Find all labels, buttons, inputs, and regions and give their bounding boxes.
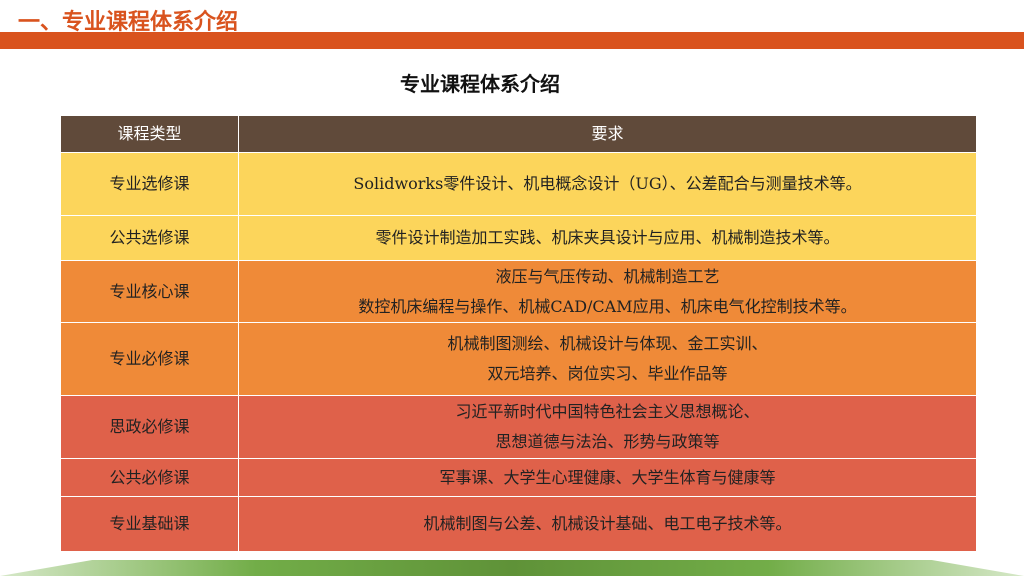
course-type: 公共选修课 bbox=[60, 215, 239, 261]
requirement-line: 机械制图测绘、机械设计与体现、金工实训、 bbox=[447, 334, 768, 353]
section-heading: 一、专业课程体系介绍 bbox=[18, 10, 239, 35]
requirement-line: 数控机床编程与操作、机械CAD/CAM应用、机床电气化控制技术等。 bbox=[358, 296, 857, 316]
table-row: 专业选修课 Solidworks零件设计、机电概念设计（UG）、公差配合与测量技术… bbox=[60, 152, 977, 216]
requirement-line: 机械制图与公差、机械设计基础、电工电子技术等。 bbox=[423, 514, 792, 533]
course-requirements: 习近平新时代中国特色社会主义思想概论、 思想道德与法治、形势与政策等 bbox=[238, 395, 977, 459]
course-requirements: 液压与气压传动、机械制造工艺数控机床编程与操作、机械CAD/CAM应用、机床电气… bbox=[238, 260, 977, 323]
course-type: 专业选修课 bbox=[60, 152, 239, 216]
requirement-line: 零件设计制造加工实践、机床夹具设计与应用、机械制造技术等。 bbox=[375, 228, 840, 247]
course-type: 公共必修课 bbox=[60, 458, 239, 497]
requirement-line: 习近平新时代中国特色社会主义思想概论、 bbox=[455, 402, 760, 421]
course-requirements: 机械制图测绘、机械设计与体现、金工实训、 双元培养、岗位实习、毕业作品等 bbox=[238, 322, 977, 396]
header-bar bbox=[0, 32, 1024, 49]
slide-title: 专业课程体系介绍 bbox=[400, 72, 560, 96]
course-type: 专业基础课 bbox=[60, 496, 239, 552]
course-table: 课程类型 要求 专业选修课 Solidworks零件设计、机电概念设计（UG）、公… bbox=[60, 115, 977, 552]
course-requirements: 机械制图与公差、机械设计基础、电工电子技术等。 bbox=[238, 496, 977, 552]
footer-decoration bbox=[0, 560, 1024, 576]
requirement-line: 军事课、大学生心理健康、大学生体育与健康等 bbox=[439, 467, 776, 487]
course-type: 专业必修课 bbox=[60, 322, 239, 396]
requirement-line: 液压与气压传动、机械制造工艺 bbox=[495, 266, 720, 286]
course-requirements: 零件设计制造加工实践、机床夹具设计与应用、机械制造技术等。 bbox=[238, 215, 977, 261]
table-row: 公共必修课 军事课、大学生心理健康、大学生体育与健康等 bbox=[60, 458, 977, 497]
course-type: 专业核心课 bbox=[60, 260, 239, 323]
table-row: 专业核心课 液压与气压传动、机械制造工艺 数控机床编程与操作、机械CAD/CAM应用… bbox=[60, 260, 977, 323]
course-type: 思政必修课 bbox=[60, 395, 239, 459]
requirement-line: Solidworks零件设计、机电概念设计（UG）、公差配合与测量技术等。 bbox=[353, 174, 862, 193]
requirement-line: 思想道德与法治、形势与政策等 bbox=[495, 432, 720, 451]
course-requirements: 军事课、大学生心理健康、大学生体育与健康等 bbox=[238, 458, 977, 497]
course-requirements: Solidworks零件设计、机电概念设计（UG）、公差配合与测量技术等。 bbox=[238, 152, 977, 216]
table-row: 公共选修课 零件设计制造加工实践、机床夹具设计与应用、机械制造技术等。 bbox=[60, 215, 977, 261]
table-row: 思政必修课 习近平新时代中国特色社会主义思想概论、 思想道德与法治、形势与政策等 bbox=[60, 395, 977, 459]
header-type: 课程类型 bbox=[60, 115, 239, 153]
table-row: 专业必修课 机械制图测绘、机械设计与体现、金工实训、 双元培养、岗位实习、毕业作品等 bbox=[60, 322, 977, 396]
table-row: 专业基础课 机械制图与公差、机械设计基础、电工电子技术等。 bbox=[60, 496, 977, 552]
requirement-line: 双元培养、岗位实习、毕业作品等 bbox=[487, 364, 728, 383]
header-requirements: 要求 bbox=[238, 115, 977, 153]
